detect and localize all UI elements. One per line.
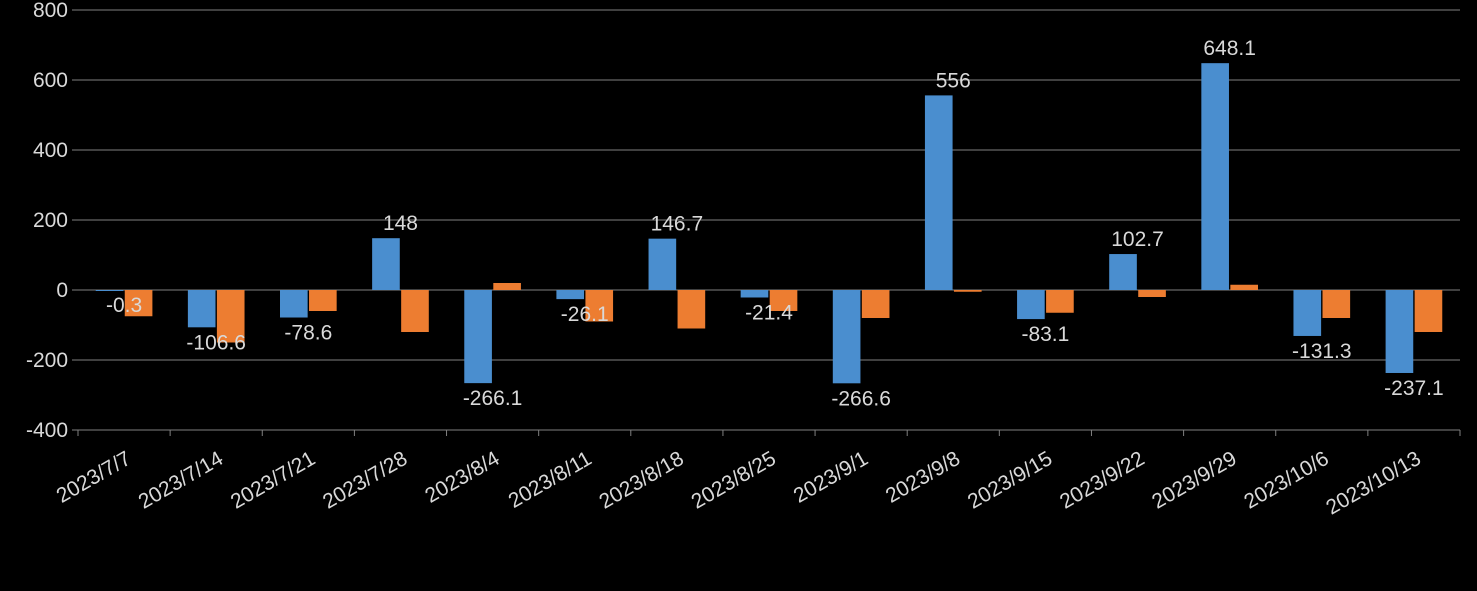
x-tick-label: 2023/7/28 [319,447,411,514]
bar-series2 [954,290,982,292]
bar-value-label: 146.7 [651,213,704,236]
bar-value-label: -0.3 [106,294,142,317]
bar-series1 [1201,63,1229,290]
bar-value-label: -21.4 [745,301,793,324]
bar-series1 [833,290,861,383]
x-tick-label: 2023/7/7 [53,447,135,508]
bar-value-label: -237.1 [1384,377,1444,400]
bar-series1 [925,95,953,290]
x-tick-label: 2023/8/18 [595,447,687,514]
x-tick-label: 2023/9/1 [790,447,872,508]
bar-series1 [1386,290,1414,373]
bar-series2 [1230,285,1258,290]
x-tick-label: 2023/7/21 [227,447,319,514]
bar-series2 [1046,290,1074,313]
y-tick-label: -400 [26,419,68,442]
y-tick-label: -200 [26,349,68,372]
bar-series2 [862,290,890,318]
bar-series2 [678,290,706,329]
grouped-bar-chart: -400 -200 0 200 400 600 800 -0.3 -106.6 -78.6 148 -… [0,0,1477,591]
x-tick-label: 2023/8/4 [421,447,504,508]
bar-series2 [493,283,521,290]
x-tick-label: 2023/8/25 [687,447,779,514]
bar-series1 [1293,290,1321,336]
bar-series1 [96,290,124,291]
bar-value-label: -266.6 [831,387,891,410]
x-tick-label: 2023/10/13 [1322,447,1425,519]
x-tick-label: 2023/9/15 [964,447,1056,514]
bar-series1 [1017,290,1045,319]
y-tick-label: 200 [33,209,68,232]
bar-series1 [464,290,492,383]
bar-series2 [1322,290,1350,318]
bar-series1 [280,290,308,318]
bar-value-label: -78.6 [284,322,332,345]
y-tick-label: 400 [33,139,68,162]
bar-value-label: 148 [383,212,418,235]
y-tick-label: 600 [33,69,68,92]
bar-series1 [741,290,769,297]
bar-value-label: -26.1 [561,303,609,326]
y-tick-label: 800 [33,0,68,22]
bar-value-label: -83.1 [1021,323,1069,346]
x-tick-label: 2023/8/11 [505,447,596,513]
bar-value-label: 648.1 [1203,37,1256,60]
bar-series2 [1138,290,1166,297]
bar-series1 [649,239,677,290]
x-tick-label: 2023/7/14 [135,447,228,514]
bar-value-label: -131.3 [1292,340,1352,363]
x-tick-label: 2023/9/29 [1148,447,1240,514]
x-tick-label: 2023/10/6 [1240,447,1332,514]
bar-series2 [401,290,429,332]
x-tick-label: 2023/9/8 [882,447,964,508]
bar-value-label: 556 [936,69,971,92]
bar-series1 [1109,254,1137,290]
x-tick-label: 2023/9/22 [1056,447,1148,514]
bar-value-label: -266.1 [463,387,523,410]
bar-series1 [188,290,216,327]
y-tick-label: 0 [56,279,68,302]
bar-series2 [309,290,337,311]
bar-value-label: -106.6 [186,331,246,354]
bar-series2 [1415,290,1443,332]
bar-series1 [372,238,400,290]
bar-value-label: 102.7 [1111,228,1164,251]
bar-series1 [556,290,584,299]
